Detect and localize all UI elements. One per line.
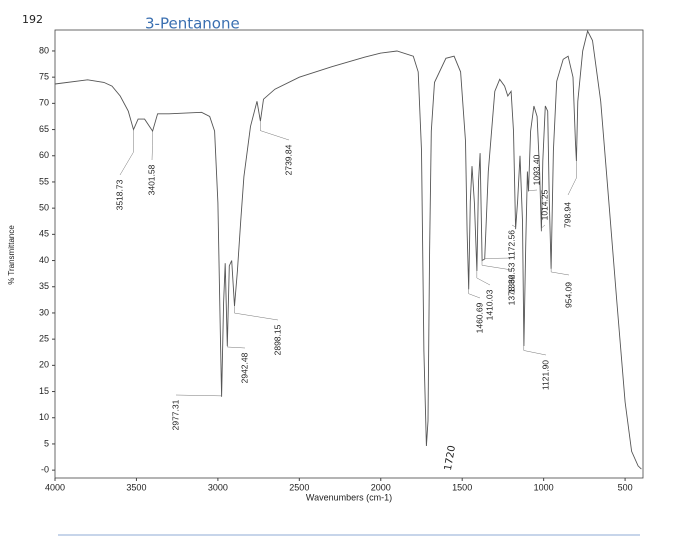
y-tick-label: 55 (39, 176, 49, 186)
x-axis-label: Wavenumbers (cm-1) (306, 492, 392, 502)
x-tick-label: 3000 (208, 482, 228, 492)
y-tick-label: 80 (39, 45, 49, 55)
y-tick-label: 20 (39, 360, 49, 370)
y-tick-label: 45 (39, 229, 49, 239)
y-tick-label: 50 (39, 203, 49, 213)
peak-leader (120, 130, 133, 175)
y-tick-label: 40 (39, 255, 49, 265)
x-tick-label: 2000 (371, 482, 391, 492)
peak-leader (176, 395, 222, 397)
peak-leader (512, 225, 516, 229)
peak-label: 1014.25 (539, 189, 549, 220)
y-tick-label: 35 (39, 281, 49, 291)
y-tick-label: 60 (39, 150, 49, 160)
x-tick-label: 4000 (45, 482, 65, 492)
x-tick-label: 1000 (534, 482, 554, 492)
peak-label: 1121.90 (540, 360, 550, 390)
spectrum-line (55, 31, 641, 469)
y-tick-label: 5 (44, 438, 49, 448)
peak-leader (568, 161, 576, 195)
y-tick-label: 25 (39, 334, 49, 344)
y-tick-label: 30 (39, 307, 49, 317)
peak-leader (227, 346, 245, 348)
peak-label: 2942.48 (239, 352, 249, 383)
plot-frame (55, 30, 643, 478)
peak-label: 954.09 (563, 282, 573, 308)
peak-note: 1720 (443, 445, 458, 472)
peak-label: 1460.69 (474, 302, 484, 333)
peak-leader (469, 289, 480, 298)
peak-leader (528, 190, 537, 191)
peak-label: 1410.03 (484, 289, 494, 320)
y-tick-label: 65 (39, 124, 49, 134)
x-tick-label: 500 (618, 482, 633, 492)
peak-label: 2977.31 (170, 399, 180, 430)
y-tick-label: 15 (39, 386, 49, 396)
x-tick-label: 3500 (126, 482, 146, 492)
peak-leader (260, 121, 289, 140)
y-tick-label: -0 (41, 465, 49, 475)
peak-label: 1093.40 (531, 154, 541, 185)
peak-label: 2739.84 (283, 144, 293, 175)
peak-label: 3401.58 (146, 164, 156, 195)
peak-label: 3518.73 (114, 179, 124, 210)
x-tick-label: 1500 (452, 482, 472, 492)
peak-leader (234, 306, 278, 320)
peak-leader (524, 346, 546, 355)
y-axis-label: % Transmittance (7, 225, 16, 285)
page-number-note: 192 (22, 13, 43, 26)
y-tick-label: 70 (39, 98, 49, 108)
peak-label: 1362.53 (506, 262, 516, 293)
peak-leader (551, 269, 569, 275)
y-tick-label: 75 (39, 72, 49, 82)
peak-label: 2898.15 (272, 324, 282, 355)
x-tick-label: 2500 (289, 482, 309, 492)
peak-label: 1172.56 (506, 230, 516, 260)
peak-leader (477, 271, 490, 285)
y-tick-label: 10 (39, 412, 49, 422)
peak-label: 798.94 (562, 202, 572, 228)
